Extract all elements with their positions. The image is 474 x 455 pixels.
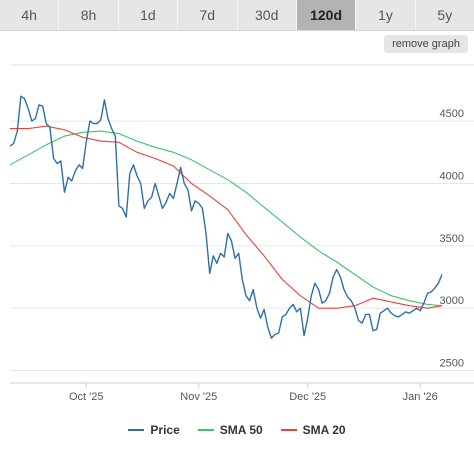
legend-swatch-price (128, 429, 145, 431)
tab-30d[interactable]: 30d (238, 0, 297, 30)
legend-swatch-sma20 (280, 429, 297, 431)
y-tick-label: 3000 (440, 295, 464, 307)
price-chart: 2500 3000 3500 4000 4500 Oct '25 Nov '25 Dec '2… (9, 64, 474, 403)
legend-label-sma50: SMA 50 (219, 423, 263, 437)
chart-legend: Price SMA 50 SMA 20 (0, 420, 474, 440)
tab-8h[interactable]: 8h (59, 0, 119, 30)
series-line-sma20 (10, 125, 443, 309)
timeframe-tabs: 4h 8h 1d 7d 30d 120d 1y 5y (0, 0, 474, 31)
tab-1y[interactable]: 1y (356, 0, 416, 30)
x-tick-label: Nov '25 (180, 391, 217, 403)
tab-120d[interactable]: 120d (296, 0, 357, 30)
legend-label-price: Price (150, 423, 180, 437)
x-tick-label: Jan '26 (403, 391, 438, 403)
series-line-price (9, 95, 443, 339)
x-tick-label: Oct '25 (69, 391, 104, 403)
legend-swatch-sma50 (197, 429, 214, 431)
legend-label-sma20: SMA 20 (302, 423, 346, 437)
series-line-sma50 (9, 130, 443, 307)
tab-7d[interactable]: 7d (178, 0, 238, 30)
x-tick-label: Dec '25 (289, 391, 326, 403)
y-tick-label: 4500 (440, 108, 464, 120)
legend-item-price[interactable]: Price (128, 423, 180, 437)
legend-item-sma20[interactable]: SMA 20 (280, 423, 346, 437)
y-tick-label: 4000 (440, 170, 464, 182)
remove-graph-button[interactable]: remove graph (384, 35, 468, 53)
y-tick-label: 3500 (440, 233, 464, 245)
y-tick-label: 2500 (440, 358, 464, 370)
tab-4h[interactable]: 4h (0, 0, 60, 30)
tab-1d[interactable]: 1d (119, 0, 179, 30)
legend-item-sma50[interactable]: SMA 50 (197, 423, 263, 437)
tab-5y[interactable]: 5y (437, 7, 453, 23)
